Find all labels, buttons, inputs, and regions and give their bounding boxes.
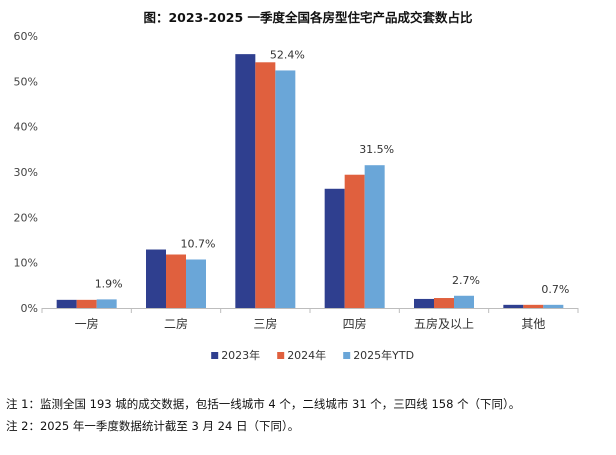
x-tick-label: 四房: [343, 316, 367, 331]
legend: 2023年 2024年 2025年YTD: [211, 348, 414, 362]
y-tick-label: 40%: [14, 121, 38, 134]
bar: [434, 298, 454, 308]
bar: [56, 299, 77, 308]
bar: [324, 188, 345, 308]
y-tick-label: 50%: [14, 75, 38, 88]
legend-swatch: [277, 352, 285, 359]
bar: [186, 259, 206, 308]
data-label: 1.9%: [95, 277, 123, 290]
x-tick-label: 二房: [164, 316, 188, 331]
bar: [364, 165, 385, 308]
legend-label: 2023年: [221, 348, 260, 362]
x-tick-label: 一房: [75, 316, 99, 331]
x-tick-label: 三房: [253, 316, 277, 331]
legend-swatch: [211, 352, 219, 359]
x-axis: 一房 二房 三房 四房 五房及以上 其他: [41, 308, 579, 331]
y-tick-label: 0%: [21, 302, 38, 315]
data-label: 2.7%: [452, 274, 480, 287]
data-labels: 1.9% 10.7% 52.4% 31.5% 2.7% 0.7%: [95, 48, 570, 295]
bar: [76, 299, 97, 308]
y-tick-label: 10%: [14, 257, 38, 270]
bar: [235, 54, 256, 309]
data-label: 31.5%: [359, 143, 394, 156]
bar: [275, 70, 296, 308]
bar: [255, 62, 276, 308]
x-tick-label: 其他: [521, 317, 545, 331]
legend-label: 2025年YTD: [353, 348, 414, 362]
footnote-2: 注 2：2025 年一季度数据统计截至 3 月 24 日（下同）。: [6, 419, 300, 433]
legend-label: 2024年: [287, 348, 326, 362]
data-label: 52.4%: [270, 48, 305, 61]
bar: [166, 254, 186, 308]
y-axis: 0% 10% 20% 30% 40% 50% 60%: [14, 30, 38, 315]
chart-title: 图：2023-2025 一季度全国各房型住宅产品成交套数占比: [143, 10, 473, 25]
data-label: 10.7%: [181, 237, 216, 250]
legend-swatch: [343, 352, 351, 359]
y-tick-label: 20%: [14, 211, 38, 224]
bar-chart: 0% 10% 20% 30% 40% 50% 60% 1.9% 10.7% 52.4% 31.5%…: [14, 30, 579, 362]
bar: [96, 299, 117, 308]
footnote-1: 注 1：监测全国 193 城的成交数据，包括一线城市 4 个，二线城市 31 个…: [6, 397, 521, 411]
bar: [543, 304, 564, 308]
bar: [454, 295, 474, 308]
x-tick-label: 五房及以上: [414, 316, 474, 331]
bar: [146, 249, 166, 308]
y-tick-label: 30%: [14, 166, 38, 179]
data-label: 0.7%: [541, 283, 569, 296]
bar: [523, 304, 544, 308]
bar: [414, 298, 434, 308]
bar: [344, 174, 365, 308]
y-tick-label: 60%: [14, 30, 38, 43]
bars: [56, 54, 564, 309]
bar: [503, 304, 524, 308]
